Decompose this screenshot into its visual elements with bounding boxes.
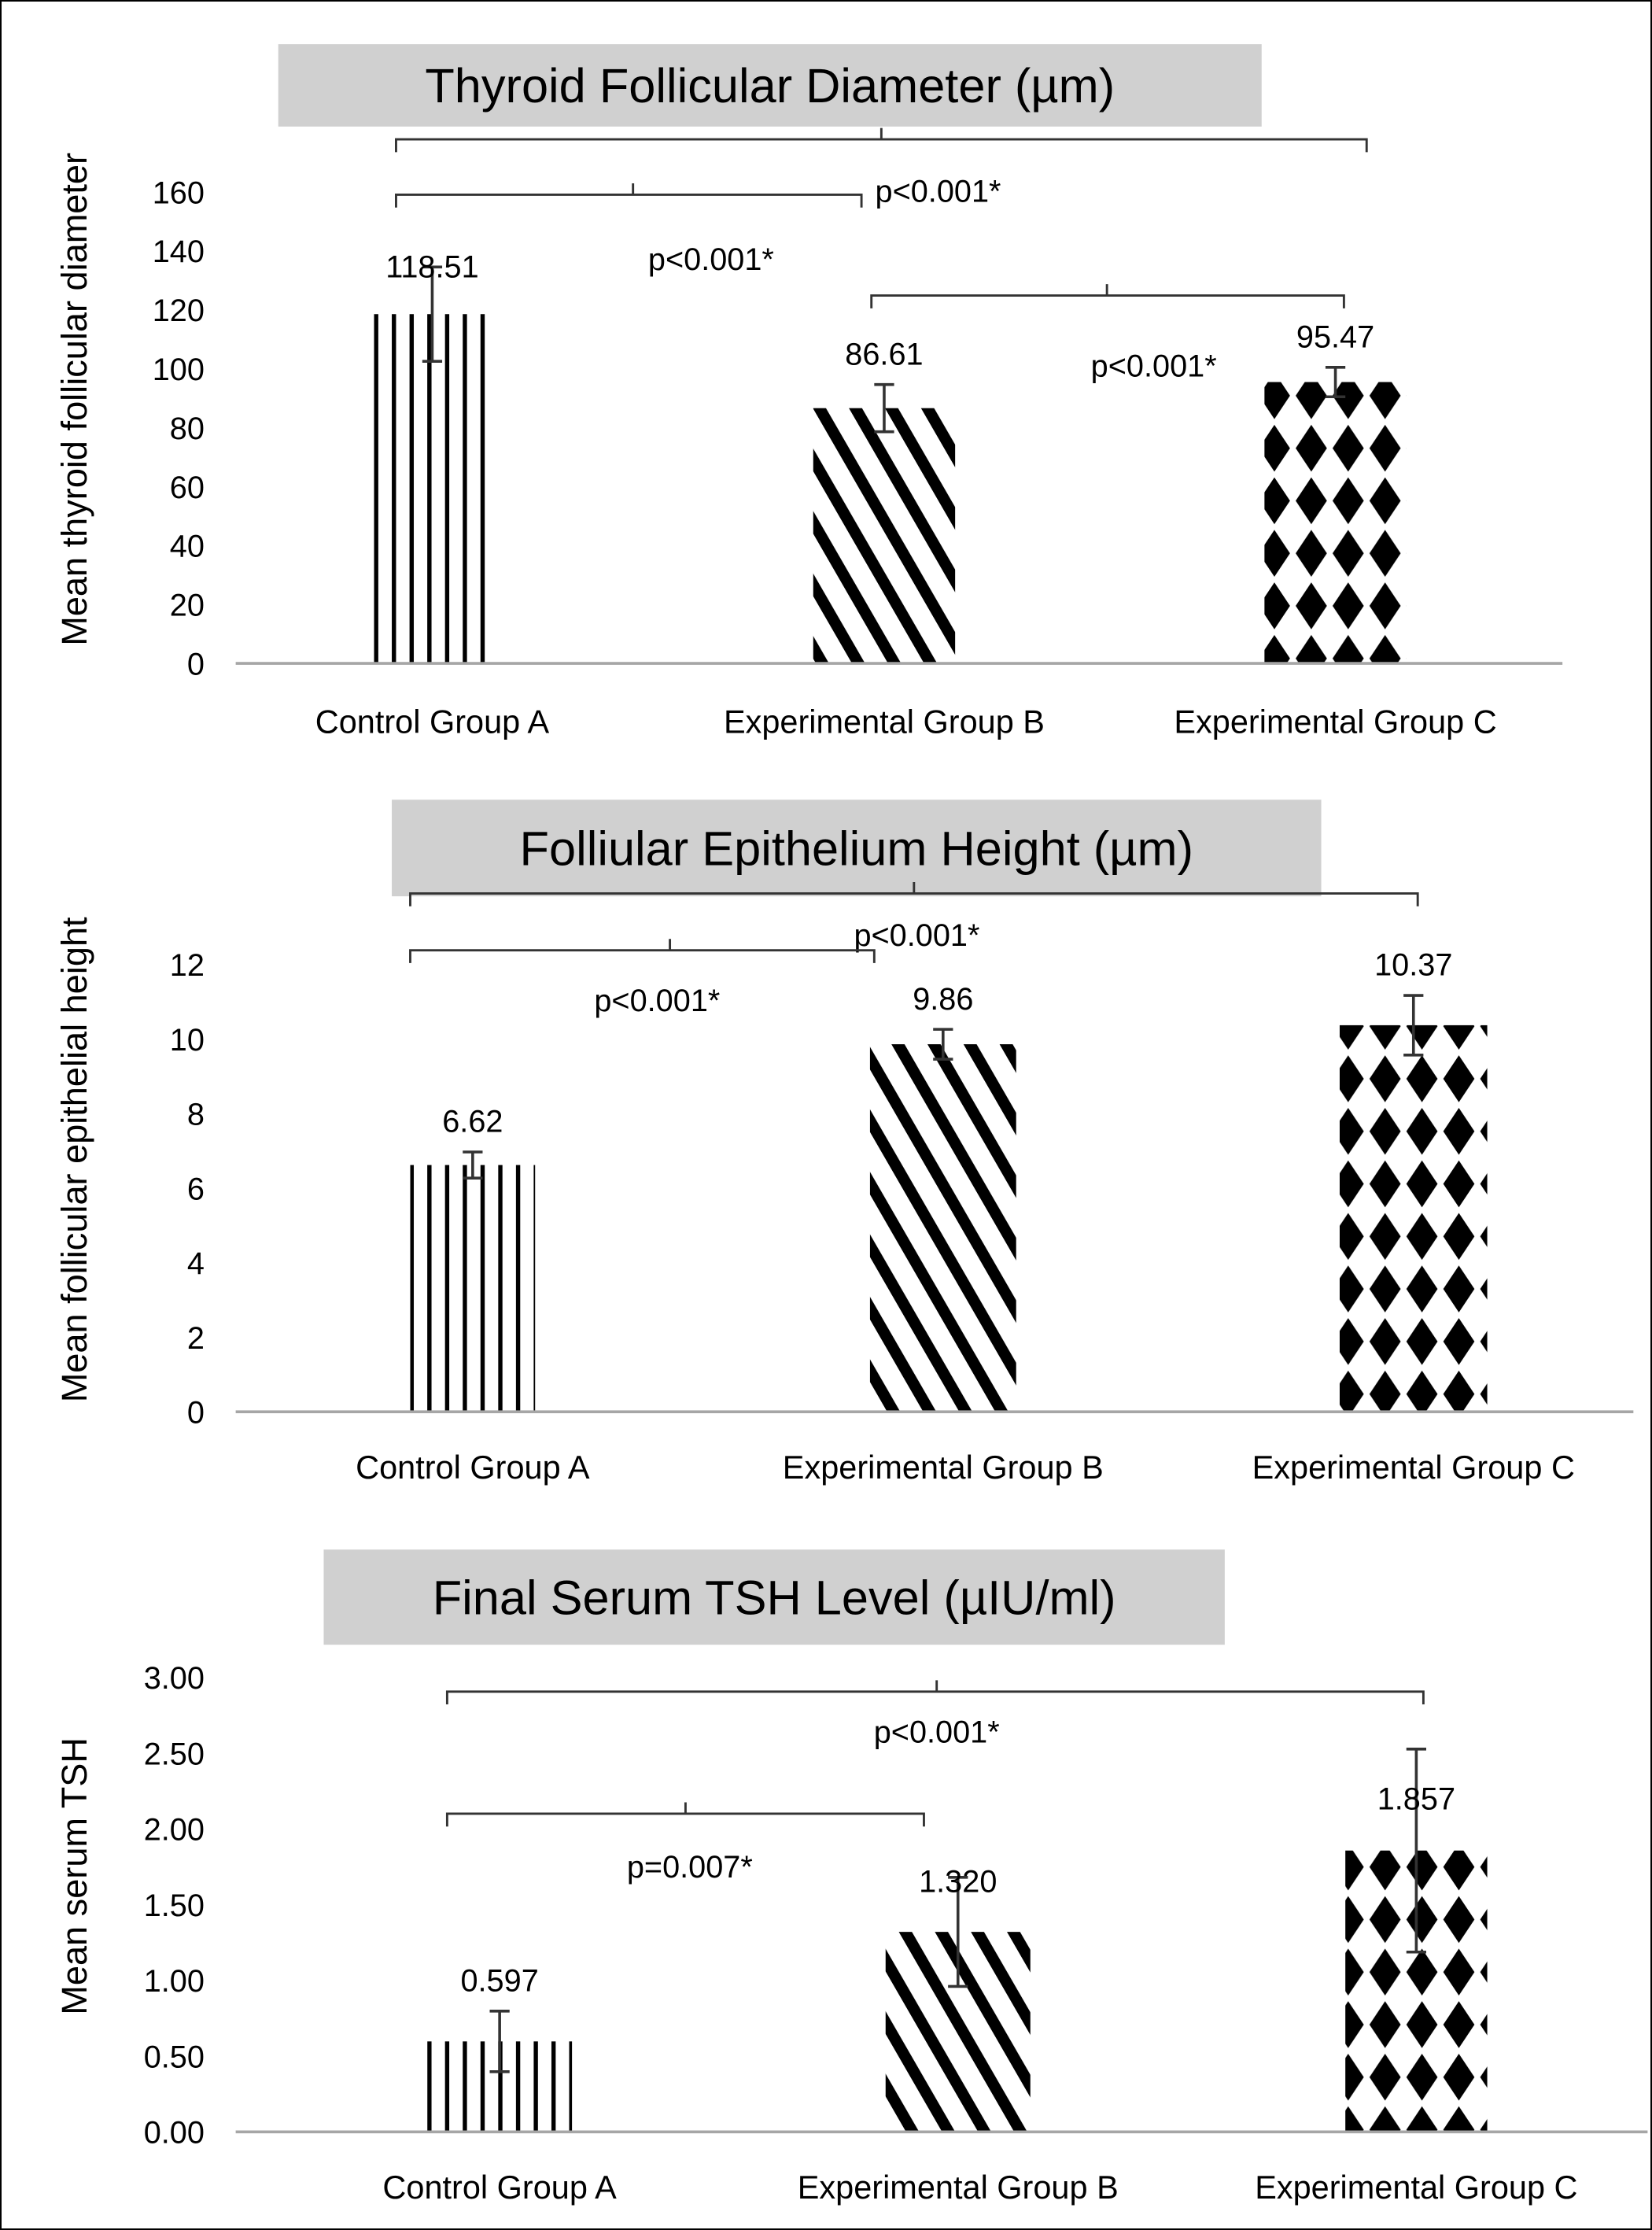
y-tick-label: 140	[153, 234, 205, 269]
error-bar	[463, 1150, 483, 1180]
bracket-line	[409, 882, 1419, 906]
bracket-line	[445, 1802, 925, 1827]
error-bar	[948, 1876, 968, 1988]
y-tick-label: 60	[170, 471, 205, 505]
y-tick-label: 120	[153, 294, 205, 328]
y-tick-label: 1.50	[144, 1888, 205, 1923]
chart-title-box	[323, 1549, 1225, 1645]
y-tick-label: 2.00	[144, 1813, 205, 1848]
significance-bracket	[445, 1680, 1425, 1705]
p-value-label: p=0.007*	[627, 1850, 753, 1885]
error-bar	[422, 265, 443, 363]
significance-bracket	[409, 882, 1419, 906]
y-tick-label: 3.00	[144, 1661, 205, 1696]
y-tick-label: 10	[170, 1023, 205, 1058]
p-value-label: p<0.001*	[876, 174, 1001, 209]
y-tick-label: 1.00	[144, 1964, 205, 1999]
chart-title: Final Serum TSH Level (µIU/ml)	[433, 1570, 1116, 1624]
chart-title: Thyroid Follicular Diameter (µm)	[425, 58, 1115, 113]
y-tick-label: 0.00	[144, 2116, 205, 2151]
bar-3	[1264, 382, 1407, 664]
error-bar	[1325, 365, 1346, 399]
x-tick-label: Experimental Group C	[1252, 1449, 1575, 1486]
p-value-label: p<0.001*	[854, 918, 979, 953]
y-tick-label: 12	[170, 948, 205, 983]
bar-1	[410, 1165, 536, 1412]
y-tick-label: 20	[170, 589, 205, 623]
chart-panel-1: Thyroid Follicular Diameter (µm) Mean thy…	[54, 44, 1563, 740]
data-label: 6.62	[442, 1105, 503, 1139]
error-bar	[933, 1028, 953, 1061]
p-value-label: p<0.001*	[648, 242, 774, 277]
y-tick-label: 0	[187, 1396, 205, 1431]
chart-title-box	[392, 799, 1322, 897]
bracket-line	[395, 183, 863, 208]
y-tick-label: 40	[170, 530, 205, 564]
y-tick-label: 2.50	[144, 1737, 205, 1771]
chart-panel-2: Folliular Epithelium Height (µm) Mean fol…	[54, 799, 1634, 1486]
chart-title-box	[278, 44, 1262, 127]
y-tick-label: 2	[187, 1321, 205, 1356]
bracket-line	[870, 284, 1345, 308]
y-axis-label: Mean serum TSH	[54, 1737, 94, 2015]
bar-1	[370, 314, 494, 664]
significance-bracket	[870, 284, 1345, 308]
data-label: 9.86	[913, 982, 973, 1017]
x-tick-label: Control Group A	[315, 703, 550, 740]
error-bar	[874, 382, 894, 434]
x-tick-label: Control Group A	[382, 2169, 617, 2206]
error-bar	[489, 2010, 510, 2073]
y-tick-label: 0	[187, 647, 205, 681]
y-tick-label: 80	[170, 412, 205, 446]
p-value-label: p<0.001*	[1091, 349, 1217, 383]
x-tick-label: Control Group A	[356, 1449, 590, 1486]
significance-bracket	[445, 1802, 925, 1827]
x-tick-label: Experimental Group B	[783, 1449, 1104, 1486]
data-label: 1.857	[1377, 1782, 1455, 1817]
x-tick-label: Experimental Group B	[724, 703, 1045, 740]
significance-bracket	[395, 183, 863, 208]
y-axis-label: Mean follicular epithelial height	[54, 917, 94, 1402]
data-label: 95.47	[1296, 320, 1374, 355]
y-tick-label: 6	[187, 1172, 205, 1206]
bracket-line	[445, 1680, 1425, 1705]
y-tick-label: 8	[187, 1098, 205, 1132]
bar-3	[1339, 1025, 1488, 1412]
data-label: 10.37	[1374, 948, 1452, 983]
y-tick-label: 100	[153, 353, 205, 387]
chart-panel-3: Final Serum TSH Level (µIU/ml) Mean serum…	[54, 1549, 1648, 2206]
bar-2	[869, 1044, 1016, 1412]
y-tick-label: 160	[153, 175, 205, 210]
p-value-label: p<0.001*	[874, 1715, 1000, 1750]
bracket-line	[409, 939, 876, 963]
data-label: 86.61	[845, 337, 923, 371]
data-label: 1.320	[919, 1865, 997, 1900]
x-tick-label: Experimental Group C	[1255, 2169, 1577, 2206]
chart-title: Folliular Epithelium Height (µm)	[520, 821, 1193, 875]
error-bar	[1403, 994, 1424, 1057]
bar-2	[813, 408, 956, 664]
y-tick-label: 0.50	[144, 2040, 205, 2074]
error-bar	[1406, 1747, 1427, 1954]
significance-bracket	[395, 127, 1368, 153]
y-tick-label: 4	[187, 1246, 205, 1281]
significance-bracket	[409, 939, 876, 963]
y-axis-label: Mean thyroid follicular diameter	[54, 153, 94, 646]
x-tick-label: Experimental Group B	[798, 2169, 1119, 2206]
bracket-line	[395, 127, 1368, 153]
x-tick-label: Experimental Group C	[1174, 703, 1496, 740]
data-label: 118.51	[385, 249, 478, 284]
data-label: 0.597	[460, 1964, 538, 1999]
p-value-label: p<0.001*	[594, 984, 720, 1018]
